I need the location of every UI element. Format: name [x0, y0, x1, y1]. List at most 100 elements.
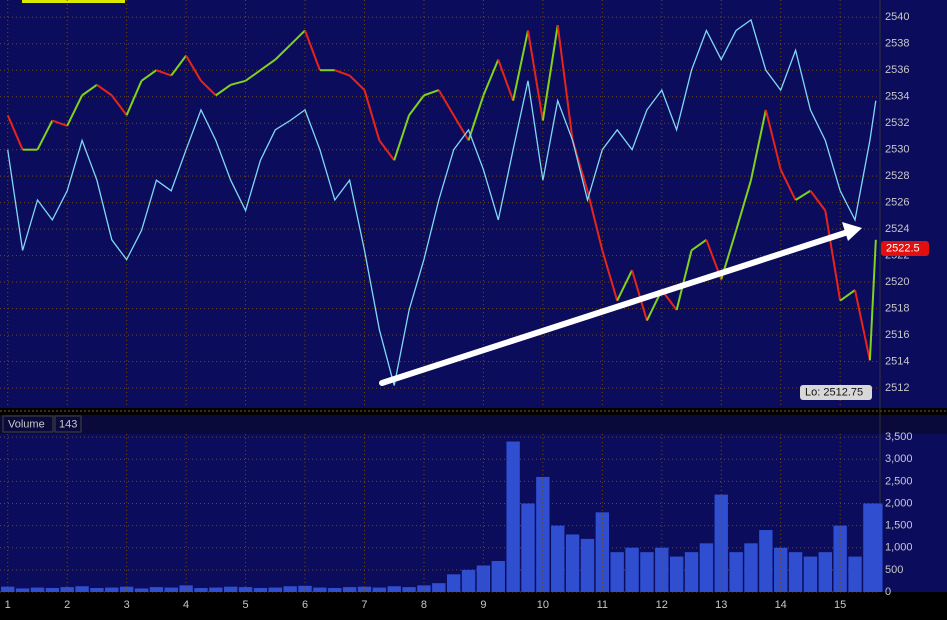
- x-tick-label: 13: [715, 599, 727, 611]
- price-segment: [675, 250, 693, 311]
- price-segment: [497, 59, 515, 102]
- volume-bar: [387, 586, 401, 592]
- price-segment: [244, 69, 262, 82]
- price-segment: [437, 89, 455, 116]
- x-tick-label: 7: [361, 599, 367, 611]
- volume-bar: [521, 503, 535, 592]
- x-tick-label: 1: [5, 599, 11, 611]
- volume-bar: [491, 561, 505, 592]
- volume-bar: [357, 586, 372, 592]
- price-segment: [809, 190, 827, 212]
- price-segment: [348, 74, 366, 91]
- x-tick-label: 10: [537, 599, 549, 611]
- volume-bar: [30, 587, 45, 592]
- x-tick-label: 8: [421, 599, 427, 611]
- y-tick-label: 2536: [885, 64, 909, 76]
- price-segment: [378, 139, 396, 161]
- x-tick-label: 9: [480, 599, 486, 611]
- price-segment: [616, 269, 633, 302]
- price-segment: [36, 120, 54, 151]
- volume-bar: [774, 547, 788, 592]
- price-segment: [185, 55, 202, 82]
- price-segment: [274, 44, 291, 61]
- low-tag: [800, 385, 872, 400]
- volume-bar: [446, 574, 461, 592]
- price-segment: [334, 69, 350, 77]
- price-axis-panel: [880, 0, 947, 408]
- y-tick-label: 2,000: [885, 497, 913, 509]
- y-tick-label: 2524: [885, 223, 909, 235]
- x-tick-label: 14: [775, 599, 787, 611]
- price-segment: [467, 95, 485, 141]
- price-tag-label: 2522.5: [886, 242, 920, 254]
- x-tick-label: 6: [302, 599, 308, 611]
- volume-bar: [224, 586, 238, 592]
- volume-bar: [565, 534, 580, 592]
- price-segment: [81, 83, 98, 97]
- y-tick-label: 2,500: [885, 475, 913, 487]
- volume-bar: [372, 587, 387, 592]
- volume-bar: [238, 587, 253, 592]
- y-tick-label: 2512: [885, 382, 909, 394]
- y-tick-label: 1,000: [885, 542, 913, 554]
- y-tick-label: 0: [885, 586, 891, 598]
- volume-bar: [699, 543, 714, 592]
- price-segment: [156, 69, 172, 77]
- volume-bar: [417, 585, 431, 592]
- price-segment: [631, 269, 648, 321]
- price-segment: [601, 250, 619, 301]
- volume-bar: [328, 588, 342, 592]
- price-segment: [795, 189, 811, 201]
- volume-bar: [684, 552, 699, 592]
- price-segment: [408, 94, 425, 116]
- volume-bar: [818, 552, 832, 592]
- price-segment: [66, 94, 83, 127]
- arrow-head: [842, 222, 862, 241]
- y-tick-label: 2538: [885, 38, 909, 50]
- price-tag: [881, 241, 929, 256]
- low-annotation: Lo: 2512.75: [805, 386, 863, 398]
- price-segment: [96, 83, 113, 97]
- indicator-line: [7, 18, 877, 386]
- x-tick-label: 15: [834, 599, 846, 611]
- y-tick-label: 2532: [885, 117, 909, 129]
- price-segment: [230, 79, 246, 86]
- volume-bar: [869, 503, 883, 592]
- volume-bar: [432, 583, 446, 592]
- volume-bar: [283, 586, 297, 592]
- y-tick-label: 3,500: [885, 431, 913, 443]
- y-tick-label: 2530: [885, 144, 909, 156]
- volume-bar: [90, 588, 104, 592]
- volume-bar: [164, 587, 178, 592]
- y-tick-label: 2514: [885, 356, 909, 368]
- price-segment: [200, 80, 217, 97]
- volume-bar: [298, 585, 312, 592]
- price-segment: [170, 55, 187, 77]
- volume-bar: [744, 543, 758, 592]
- price-segment: [749, 109, 767, 181]
- volume-bar: [640, 552, 654, 592]
- volume-header: [0, 415, 947, 434]
- volume-bar: [595, 512, 610, 592]
- trend-arrow: [379, 222, 862, 386]
- y-tick-label: 2540: [885, 11, 909, 23]
- volume-bar: [729, 552, 743, 592]
- volume-bar: [149, 587, 164, 592]
- volume-bar: [625, 547, 639, 592]
- volume-bar: [313, 587, 327, 592]
- volume-bar: [551, 525, 565, 592]
- volume-bar: [714, 494, 728, 592]
- price-segment: [779, 169, 797, 201]
- volume-bar: [194, 588, 208, 592]
- volume-bar: [60, 587, 74, 592]
- volume-bar: [580, 538, 595, 592]
- price-segment: [125, 80, 143, 116]
- volume-bar: [461, 569, 476, 592]
- price-segment: [586, 190, 604, 251]
- price-segment: [51, 119, 68, 127]
- volume-bar: [209, 587, 223, 592]
- volume-bar: [848, 556, 862, 592]
- volume-bar: [610, 552, 624, 592]
- price-segment: [764, 109, 782, 170]
